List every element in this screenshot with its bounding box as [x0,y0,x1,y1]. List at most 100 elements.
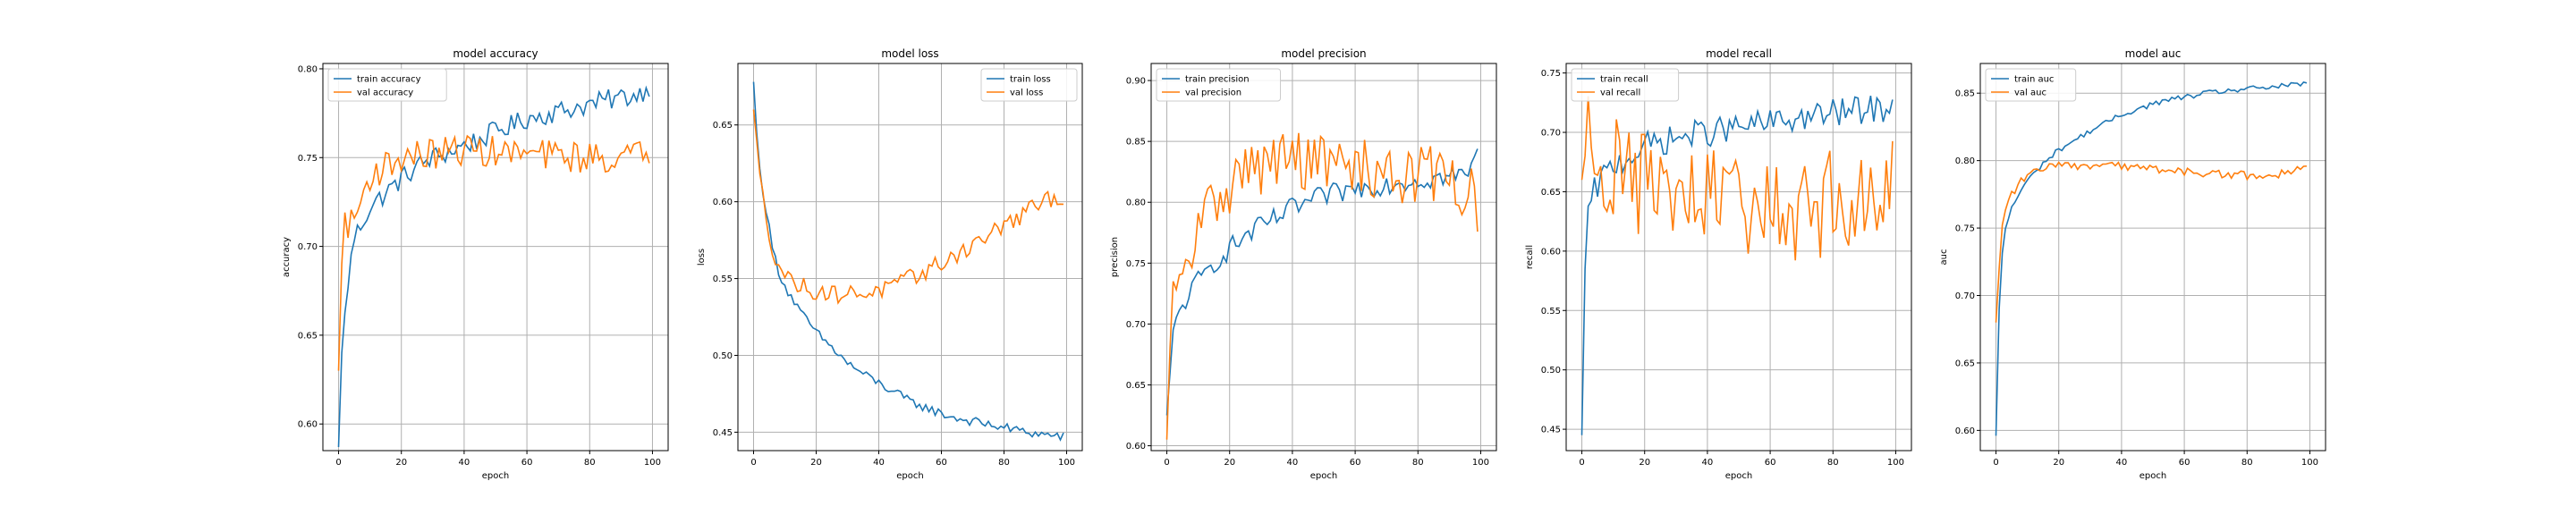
x-tick-label: 100 [644,458,661,468]
legend: train loss val loss [980,68,1078,102]
y-tick-label: 0.50 [713,351,733,361]
y-tick-label: 0.80 [1126,198,1146,208]
x-tick-label: 60 [1765,458,1776,468]
legend-box [1156,68,1281,102]
y-tick-label: 0.60 [713,198,733,207]
x-tick-label: 0 [1164,458,1169,468]
grid [738,63,1082,451]
series-line-val-precision [1165,132,1479,440]
chart-title: model auc [2125,47,2182,60]
axes-frame [1979,63,2326,452]
series-line-val-recall [1580,96,1894,261]
y-tick-label: 0.90 [1126,77,1146,87]
x-tick-label: 80 [1827,458,1839,468]
series-line-train-accuracy [337,85,650,448]
y-tick-label: 0.60 [1126,442,1146,452]
x-tick-label: 40 [873,458,885,468]
x-tick-label: 80 [1412,458,1424,468]
x-tick-label: 100 [1058,458,1075,468]
x-tick-label: 20 [810,458,822,468]
x-axis-label: epoch [2140,471,2166,481]
y-tick-label: 0.60 [1955,426,1975,436]
x-tick-label: 60 [521,458,533,468]
x-tick-label: 20 [1639,458,1650,468]
axes-frame [1565,63,1912,452]
grid [323,63,668,451]
x-tick-label: 100 [2301,458,2318,468]
series-line-train-precision [1165,148,1479,416]
x-tick-label: 80 [2241,458,2253,468]
y-tick-label: 0.80 [298,64,318,74]
y-tick-label: 0.45 [713,428,733,438]
y-tick-label: 0.60 [1541,247,1561,257]
y-tick-label: 0.65 [1126,381,1146,391]
chart-panel-1: 0 20 40 60 80 100 0.60 0.65 0.70 0.75 0.80 model ac… [282,47,669,481]
x-tick-label: 0 [750,458,756,468]
y-axis-label: accuracy [282,237,292,277]
y-tick-label: 0.60 [298,420,318,430]
y-tick-label: 0.65 [1955,359,1975,368]
x-tick-label: 60 [936,458,947,468]
grid [1980,63,2326,451]
chart-panel-5: 0 20 40 60 80 100 0.60 0.65 0.70 0.75 0.80 0.85 mode… [1939,47,2326,481]
x-axis-label: epoch [896,471,923,481]
legend: train auc val auc [1985,68,2077,102]
series-line-val-auc [1995,161,2307,323]
y-tick-label: 0.70 [298,242,318,252]
y-tick-label: 0.70 [1541,129,1561,139]
legend-box [1985,68,2077,102]
legend: train precision val precision [1156,68,1281,102]
x-tick-label: 60 [1350,458,1361,468]
x-tick-label: 40 [459,458,470,468]
legend-label: val auc [2014,89,2046,98]
y-tick-label: 0.70 [1126,320,1146,330]
legend-label: val recall [1600,89,1640,98]
chart-title: model precision [1281,47,1366,60]
x-tick-label: 0 [335,458,341,468]
chart-panel-3: 0 20 40 60 80 100 0.60 0.65 0.70 0.75 0.80 0.85 0.90… [1110,47,1497,481]
chart-title: model accuracy [453,47,538,60]
x-tick-label: 0 [1993,458,1998,468]
x-tick-label: 40 [1287,458,1299,468]
legend-label: train accuracy [357,75,421,85]
chart-title: model loss [881,47,938,60]
x-axis-label: epoch [1310,471,1337,481]
y-tick-label: 0.75 [1955,224,1975,234]
legend-label: train auc [2014,75,2054,85]
x-tick-label: 80 [584,458,596,468]
y-tick-label: 0.85 [1126,138,1146,148]
x-tick-label: 80 [998,458,1010,468]
y-tick-label: 0.75 [1541,69,1561,79]
y-tick-label: 0.65 [713,121,733,131]
legend-box [1571,68,1680,102]
x-tick-label: 100 [1472,458,1489,468]
y-tick-label: 0.55 [713,274,733,284]
y-axis-label: auc [1939,249,1949,266]
axes-frame [1150,63,1497,452]
grid [1566,63,1911,451]
x-tick-label: 0 [1579,458,1584,468]
legend-label: train precision [1185,75,1250,85]
legend-box [327,68,447,102]
series-line-train-auc [1995,81,2308,436]
y-tick-label: 0.85 [1955,89,1975,99]
y-tick-label: 0.55 [1541,307,1561,317]
x-tick-label: 20 [1224,458,1235,468]
x-tick-label: 20 [2053,458,2064,468]
y-tick-label: 0.65 [1541,188,1561,198]
chart-panel-4: 0 20 40 60 80 100 0.45 0.50 0.55 0.60 0.65 0.70 0.75… [1525,47,1912,481]
legend-label: val loss [1010,89,1043,98]
legend-label: train loss [1010,75,1051,85]
y-tick-label: 0.45 [1541,426,1561,435]
axes-frame [322,63,669,452]
x-axis-label: epoch [482,471,509,481]
x-tick-label: 20 [395,458,407,468]
chart-title: model recall [1706,47,1772,60]
y-axis-label: recall [1525,245,1535,269]
x-axis-label: epoch [1725,471,1752,481]
chart-panel-2: 0 20 40 60 80 100 0.45 0.50 0.55 0.60 0.65 model lo… [697,47,1083,481]
legend-label: val precision [1185,89,1241,98]
series-line-train-recall [1580,95,1894,435]
y-tick-label: 0.65 [298,331,318,341]
series-line-val-loss [752,109,1064,305]
